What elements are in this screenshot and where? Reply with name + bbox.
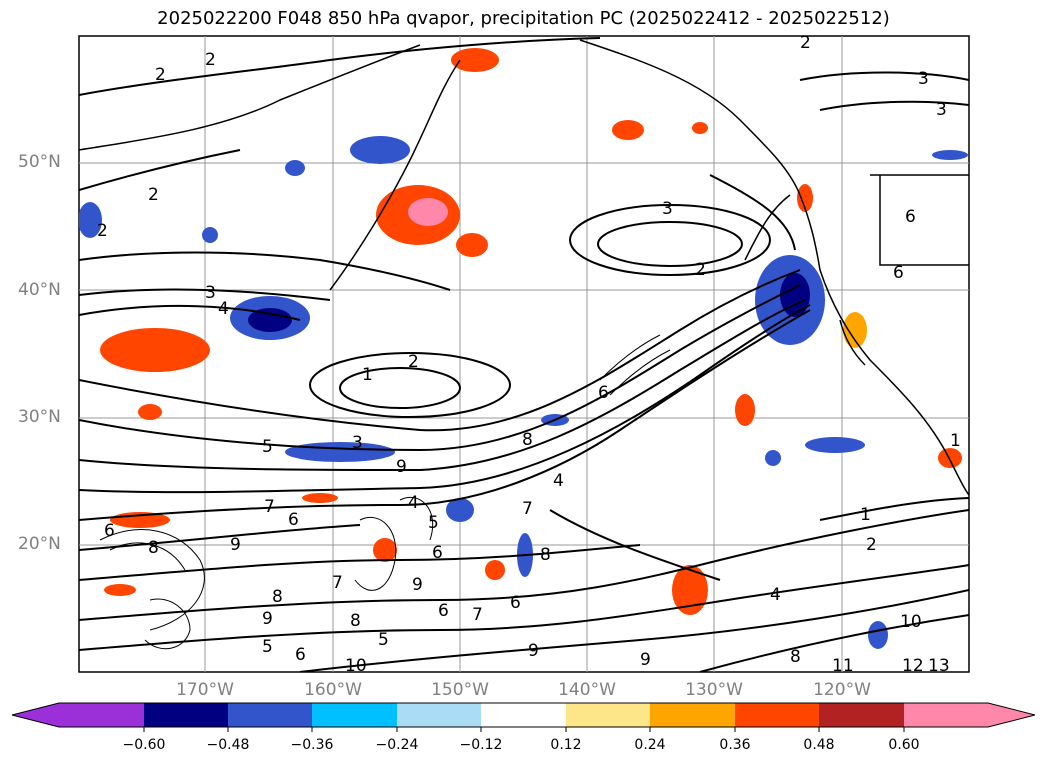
lat-label-50n: 50°N [18,152,61,172]
contour-label: 4 [770,585,781,605]
contour-label: 11 [832,656,854,676]
contour-label: 6 [288,510,299,530]
contour-label: 6 [893,263,904,283]
lon-label-140w: 140°W [558,680,616,700]
colorbar-swatch [397,703,481,727]
contour-label: 6 [104,521,115,541]
contour-label: 4 [408,493,419,513]
contour-label: 9 [230,535,241,555]
map-figure: 2 2 2 2 3 3 3 2 2 3 4 1 2 6 5 3 9 8 4 7 … [0,0,1047,765]
contour-label: 3 [352,433,363,453]
lon-label-150w: 150°W [431,680,489,700]
contour-label: 2 [205,50,216,70]
contour-label: 8 [148,538,159,558]
contour-label: 8 [522,430,533,450]
colorbar-tick-label: −0.60 [123,737,166,753]
contour-label: 2 [800,33,811,53]
contour-label: 6 [598,383,609,403]
contour-label: 2 [155,65,166,85]
contour-label: 2 [408,352,419,372]
colorbar-swatch [481,703,566,727]
contour-label: 1 [362,365,373,385]
contour-label: 1 [950,431,961,451]
colorbar-tick-label: 0.60 [888,737,919,753]
colorbar-tick-label: 0.36 [719,737,750,753]
contour-label: 2 [148,185,159,205]
contour-label: 9 [528,641,539,661]
lon-label-120w: 120°W [813,680,871,700]
colorbar-tick-label: −0.36 [291,737,334,753]
colorbar-swatch [228,703,312,727]
colorbar-tick-label: −0.24 [376,737,419,753]
contour-label: 9 [412,575,423,595]
colorbar-swatch [904,703,988,727]
contour-label: 5 [378,630,389,650]
contour-label: 6 [432,543,443,563]
colorbar [12,703,1035,732]
lat-label-20n: 20°N [18,534,61,554]
colorbar-swatch [650,703,735,727]
contour-label: 7 [332,573,343,593]
contour-label: 9 [640,650,651,670]
contour-label: 2 [97,221,108,241]
contour-label: 8 [350,611,361,631]
colorbar-extend-low [12,703,59,727]
lat-label-30n: 30°N [18,407,61,427]
contour-label: 2 [695,260,706,280]
contour-label: 10 [900,612,922,632]
colorbar-tick-label: 0.48 [803,737,834,753]
colorbar-swatch [144,703,228,727]
colorbar-tick-label: −0.12 [460,737,503,753]
contour-label: 6 [438,601,449,621]
contour-label: 4 [218,299,229,319]
colorbar-tick-label: 0.12 [550,737,581,753]
contour-label: 7 [264,497,275,517]
colorbar-swatch [566,703,650,727]
contour-label: 8 [790,647,801,667]
contour-label: 12 [902,656,924,676]
contour-label: 5 [262,437,273,457]
contour-label: 6 [510,593,521,613]
colorbar-swatch [59,703,144,727]
contour-label: 7 [472,605,483,625]
contour-label: 3 [918,69,929,89]
contour-label: 8 [272,587,283,607]
contour-label: 1 [860,505,871,525]
contour-label: 10 [345,656,367,676]
lat-label-40n: 40°N [18,280,61,300]
contour-label: 8 [540,545,551,565]
contour-label: 3 [936,100,947,120]
contour-label: 6 [905,207,916,227]
colorbar-swatch [735,703,819,727]
contour-label: 13 [928,656,950,676]
contour-label: 5 [428,513,439,533]
contour-label: 9 [262,609,273,629]
contour-label: 5 [262,637,273,657]
contour-label: 9 [396,457,407,477]
lon-label-130w: 130°W [685,680,743,700]
contour-label: 6 [295,645,306,665]
contour-label: 7 [522,499,533,519]
colorbar-tick-label: −0.48 [207,737,250,753]
contour-label: 2 [866,535,877,555]
contour-label: 3 [662,199,673,219]
lon-label-160w: 160°W [304,680,362,700]
colorbar-swatch [312,703,397,727]
contour-label: 3 [205,283,216,303]
colorbar-extend-high [988,703,1035,727]
contour-label: 4 [553,471,564,491]
colorbar-tick-label: 0.24 [634,737,665,753]
colorbar-swatch [819,703,904,727]
lon-label-170w: 170°W [176,680,234,700]
